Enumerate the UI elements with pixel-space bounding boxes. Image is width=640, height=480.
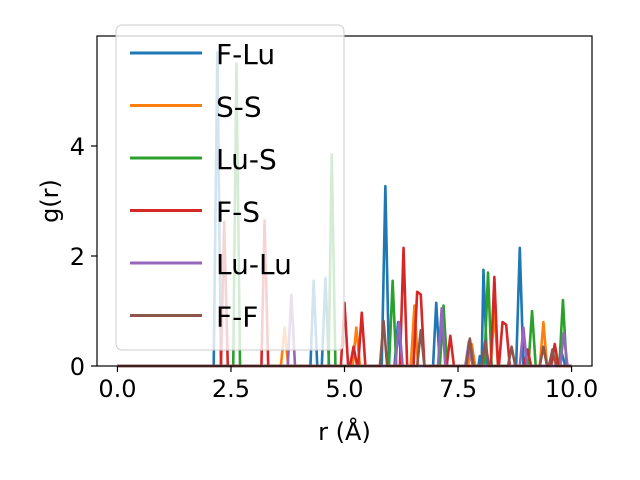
x-axis-label: r (Å) xyxy=(318,417,371,446)
y-tick-label: 0 xyxy=(70,353,85,381)
y-axis-label: g(r) xyxy=(36,179,64,223)
x-tick-label: 0.0 xyxy=(98,375,136,403)
x-tick-label: 7.5 xyxy=(439,375,477,403)
legend-label-s-s: S-S xyxy=(216,91,262,124)
x-tick-label: 10.0 xyxy=(545,375,598,403)
legend-label-lu-lu: Lu-Lu xyxy=(216,248,292,281)
legend-label-lu-s: Lu-S xyxy=(216,143,277,176)
x-tick-label: 2.5 xyxy=(212,375,250,403)
legend-label-f-f: F-F xyxy=(216,301,258,334)
x-axis: 0.0 2.5 5.0 7.5 10.0 xyxy=(98,366,598,403)
legend-label-f-s: F-S xyxy=(216,196,260,229)
legend: F-Lu S-S Lu-S F-S Lu-Lu F-F xyxy=(115,24,345,351)
y-tick-label: 4 xyxy=(70,133,85,161)
legend-label-f-lu: F-Lu xyxy=(216,38,275,71)
x-tick-label: 5.0 xyxy=(325,375,363,403)
y-tick-label: 2 xyxy=(70,243,85,271)
y-axis: 0 2 4 xyxy=(70,133,97,381)
